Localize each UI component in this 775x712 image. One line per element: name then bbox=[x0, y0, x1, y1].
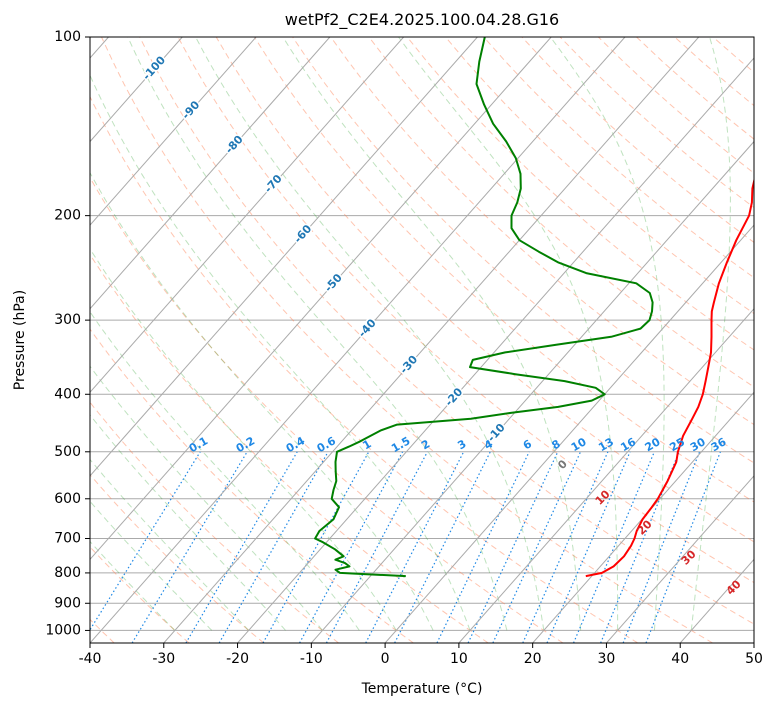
y-tick-label: 1000 bbox=[45, 622, 81, 638]
y-axis-label: Pressure (hPa) bbox=[12, 290, 28, 390]
x-tick-label: 20 bbox=[524, 651, 542, 667]
x-tick-label: 50 bbox=[745, 651, 763, 667]
y-tick-label: 200 bbox=[54, 208, 81, 224]
x-tick-label: -20 bbox=[226, 651, 249, 667]
y-tick-label: 400 bbox=[54, 386, 81, 402]
y-tick-label: 100 bbox=[54, 29, 81, 45]
y-tick-label: 700 bbox=[54, 531, 81, 547]
x-tick-label: -40 bbox=[79, 651, 102, 667]
y-tick-label: 500 bbox=[54, 444, 81, 460]
x-tick-label: 30 bbox=[598, 651, 616, 667]
x-tick-label: -30 bbox=[152, 651, 175, 667]
x-tick-label: 0 bbox=[381, 651, 390, 667]
y-tick-label: 300 bbox=[54, 312, 81, 328]
y-tick-label: 900 bbox=[54, 595, 81, 611]
x-tick-label: 40 bbox=[671, 651, 689, 667]
y-tick-label: 800 bbox=[54, 565, 81, 581]
y-tick-label: 600 bbox=[54, 491, 81, 507]
x-tick-label: 10 bbox=[450, 651, 468, 667]
x-tick-label: -10 bbox=[300, 651, 323, 667]
x-axis-label: Temperature (°C) bbox=[361, 681, 483, 697]
chart-title: wetPf2_C2E4.2025.100.04.28.G16 bbox=[285, 10, 559, 30]
